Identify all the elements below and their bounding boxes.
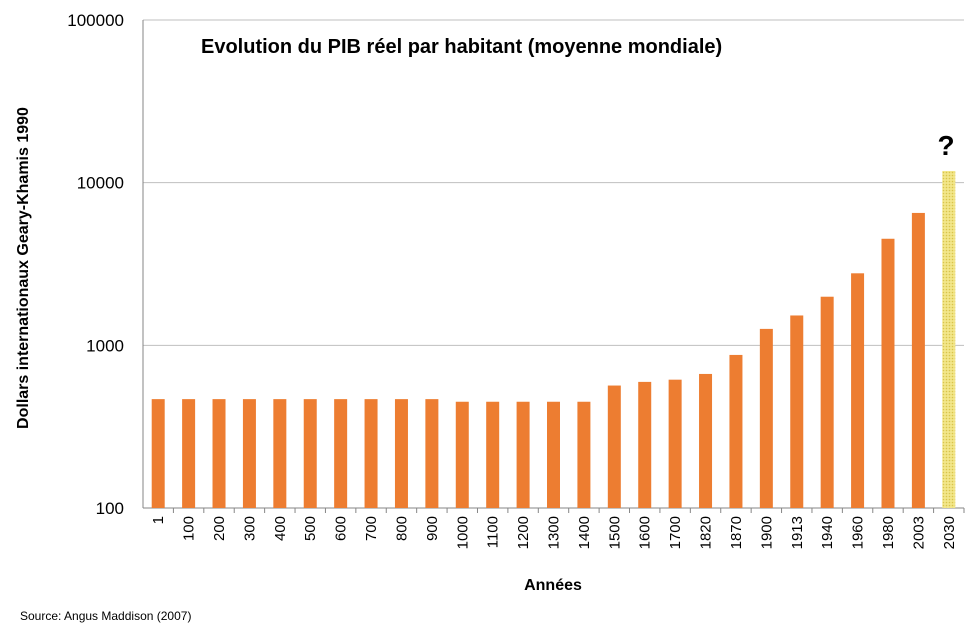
bar-1913 <box>790 315 804 508</box>
x-tick-label: 1500 <box>606 516 623 549</box>
bar-1960 <box>851 273 865 508</box>
x-tick-label: 300 <box>241 516 258 541</box>
x-axis-label: Années <box>524 577 582 594</box>
x-tick-label: 400 <box>272 516 289 541</box>
x-tick-label: 200 <box>211 516 228 541</box>
bar-1000 <box>455 401 469 508</box>
bar-1820 <box>699 373 713 508</box>
x-tick-label: 1200 <box>515 516 532 549</box>
x-tick-label: 1980 <box>880 516 897 549</box>
x-tick-label: 1100 <box>485 516 502 548</box>
x-tick-label: 500 <box>302 516 319 541</box>
y-tick-label: 1000 <box>86 336 124 355</box>
x-tick-label: 2030 <box>941 516 958 549</box>
bar-1700 <box>668 379 682 508</box>
bar-1200 <box>516 401 530 508</box>
bar-200 <box>212 399 226 508</box>
chart-title: Evolution du PIB réel par habitant (moye… <box>201 36 722 58</box>
bar-1400 <box>577 401 591 508</box>
bar-1980 <box>881 238 895 508</box>
bar-1600 <box>638 381 652 508</box>
x-tick-label: 2003 <box>910 516 927 549</box>
bar-600 <box>334 399 348 508</box>
x-tick-labels: 1 100 200 300 400 500 600 700 800 900 1000 1100 1200… <box>150 508 965 549</box>
y-axis-label: Dollars internationaux Geary-Khamis 1990 <box>15 107 32 429</box>
bar-300 <box>242 399 256 508</box>
x-tick-label: 1960 <box>850 516 867 549</box>
x-tick-label: 1400 <box>576 516 593 549</box>
bar-700 <box>364 399 378 508</box>
bar-800 <box>394 399 408 508</box>
x-tick-label: 1300 <box>546 516 563 549</box>
x-tick-label: 1870 <box>728 516 745 549</box>
y-tick-label: 10000 <box>77 174 124 193</box>
x-tick-label: 1000 <box>454 516 471 549</box>
grid-lines <box>143 19 964 346</box>
bar-400 <box>273 399 287 508</box>
bar-1 <box>151 399 165 508</box>
bar-1870 <box>729 354 743 508</box>
bar-900 <box>425 399 439 508</box>
bar-1500 <box>607 385 621 508</box>
bar-1100 <box>486 401 500 508</box>
projection-annotation: ? <box>937 130 954 161</box>
x-tick-label: 700 <box>363 516 380 541</box>
bar-2003 <box>911 212 925 508</box>
x-tick-label: 800 <box>393 516 410 541</box>
x-tick-label: 100 <box>181 516 198 541</box>
x-tick-label: 1700 <box>667 516 684 549</box>
x-tick-label: 1940 <box>819 516 836 549</box>
bar-1900 <box>759 328 773 508</box>
x-tick-label: 1900 <box>758 516 775 549</box>
source-note: Source: Angus Maddison (2007) <box>20 609 191 623</box>
bar-100 <box>182 399 196 508</box>
bars <box>151 170 956 508</box>
bar-1940 <box>820 296 834 508</box>
bar-1300 <box>547 401 560 508</box>
x-tick-label: 900 <box>424 516 441 541</box>
bar-500 <box>303 399 317 508</box>
x-tick-label: 1820 <box>698 516 715 549</box>
x-tick-label: 1913 <box>789 516 806 549</box>
x-tick-label: 600 <box>333 516 350 541</box>
y-tick-label: 100000 <box>67 11 124 30</box>
x-tick-label: 1 <box>150 516 167 524</box>
y-tick-label: 100 <box>96 499 124 518</box>
bar-2030-projection <box>942 170 956 508</box>
x-tick-label: 1600 <box>637 516 654 549</box>
y-tick-labels: 100 1000 10000 100000 <box>67 11 124 518</box>
